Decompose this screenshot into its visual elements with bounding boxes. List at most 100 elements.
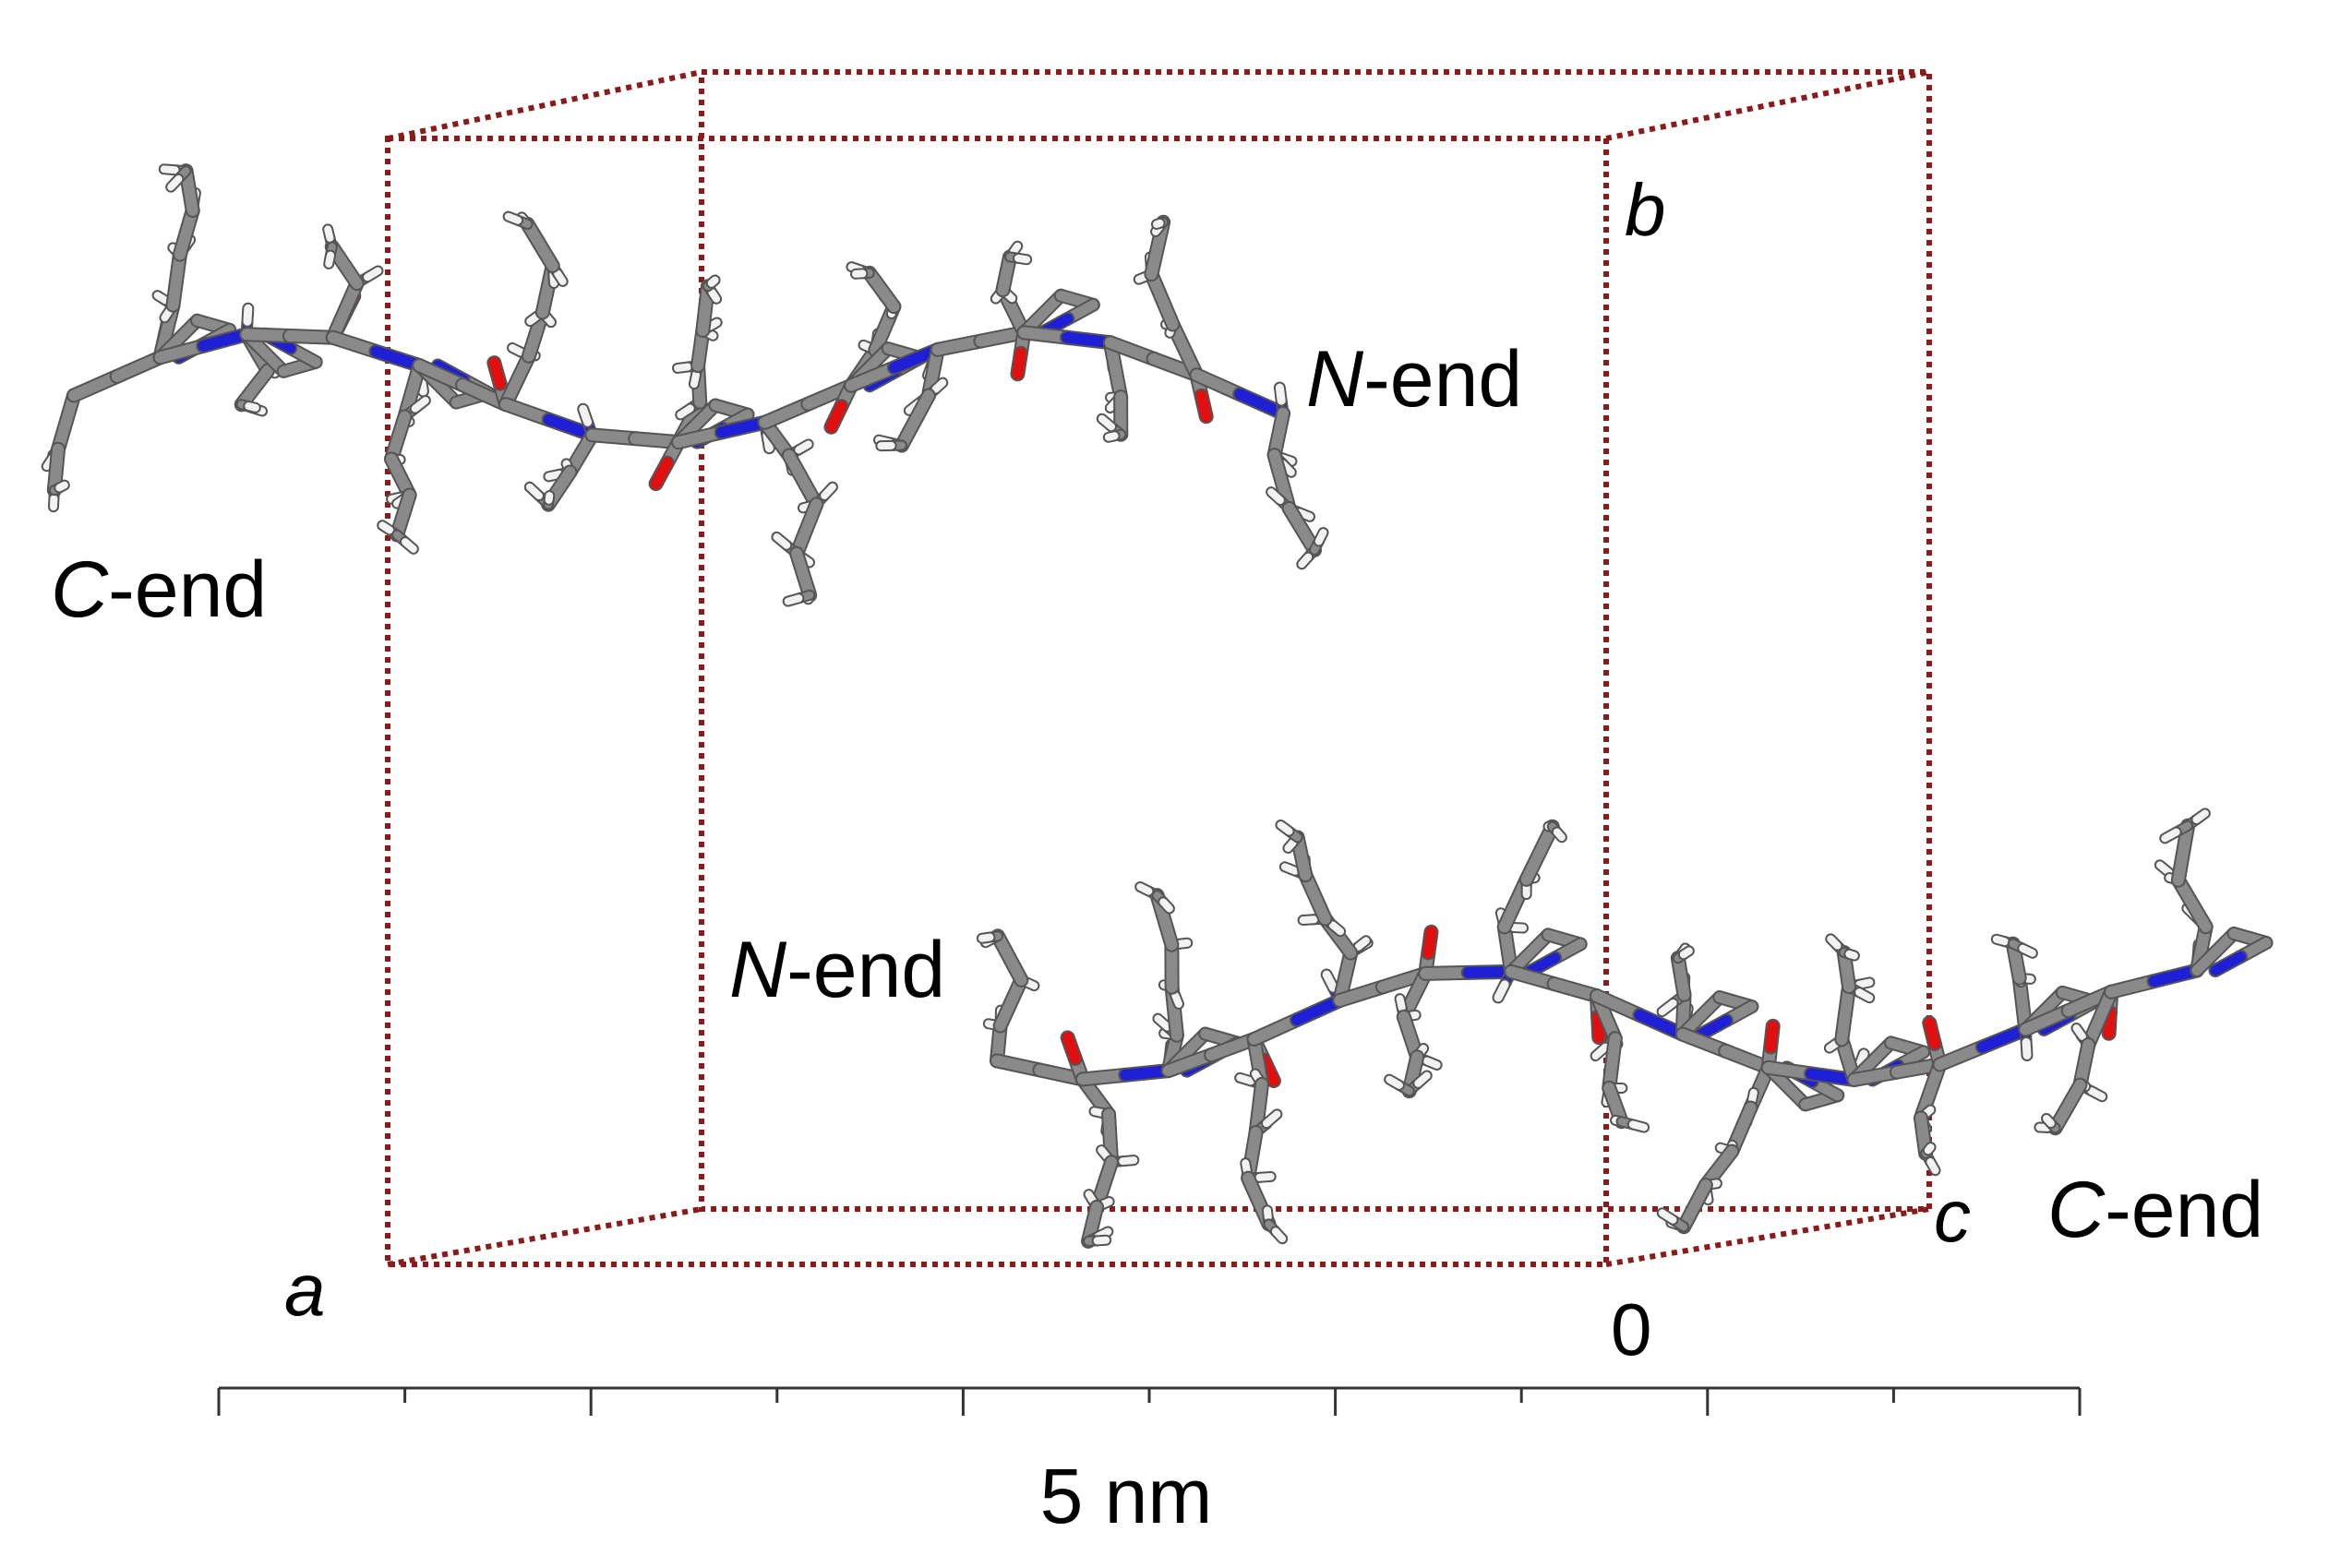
bond xyxy=(1855,988,1874,1002)
bond xyxy=(174,205,198,260)
bond xyxy=(2191,928,2239,976)
bond xyxy=(1548,978,1602,1002)
bond xyxy=(370,345,426,372)
bond xyxy=(579,404,593,426)
bond xyxy=(1171,991,1182,1008)
bond xyxy=(1024,978,1038,990)
bond xyxy=(2172,874,2212,933)
bond xyxy=(1299,916,1318,924)
bond xyxy=(1628,1120,1649,1131)
bond xyxy=(1396,995,1406,1011)
bond xyxy=(1104,337,1127,403)
bond xyxy=(1277,820,1293,835)
bond xyxy=(414,360,469,391)
bond xyxy=(1658,999,1677,1016)
cell-back-face xyxy=(699,69,1932,1212)
bond xyxy=(706,318,721,330)
bond xyxy=(1553,828,1566,842)
bond xyxy=(1159,898,1173,913)
bond xyxy=(2087,1086,2106,1101)
bond xyxy=(1091,1156,1118,1213)
bond xyxy=(1119,1156,1138,1166)
bond xyxy=(545,492,554,504)
bond xyxy=(795,440,812,454)
bond xyxy=(931,378,947,393)
bond xyxy=(1926,1157,1939,1175)
bond xyxy=(1300,869,1331,925)
bond xyxy=(1934,1041,1988,1071)
cell-front-face xyxy=(385,136,1609,1267)
bond xyxy=(690,371,701,389)
bond xyxy=(674,363,692,372)
bond xyxy=(153,292,170,305)
bond xyxy=(1104,337,1159,365)
bond xyxy=(1748,1088,1758,1105)
bond xyxy=(707,276,719,287)
bond xyxy=(543,313,555,327)
bond xyxy=(895,389,934,451)
bond xyxy=(1175,939,1192,948)
bond xyxy=(48,443,65,497)
bond xyxy=(650,457,673,490)
bond xyxy=(1134,272,1149,283)
bond xyxy=(526,313,541,326)
cell-edge-bottom-right xyxy=(1605,1206,1930,1267)
bond xyxy=(1506,929,1554,977)
bond xyxy=(1422,1057,1441,1069)
bond xyxy=(1924,1017,1940,1049)
bond xyxy=(1248,1014,1302,1046)
bond xyxy=(1924,1143,1935,1155)
bond xyxy=(997,251,1016,296)
axis-c-label: c xyxy=(1934,1175,1971,1257)
bond xyxy=(1845,950,1858,960)
peptide-strand-bottom xyxy=(976,808,2274,1249)
bond xyxy=(1167,318,1203,381)
bond xyxy=(1093,1236,1110,1245)
bond xyxy=(991,930,1027,986)
origin-label: 0 xyxy=(1611,1288,1652,1371)
bond xyxy=(2210,952,2246,976)
bond xyxy=(1085,1191,1097,1205)
bottom-n-end-label: N-end xyxy=(729,926,945,1014)
bond xyxy=(111,352,166,382)
cell-edge-top-right xyxy=(1605,69,1930,141)
top-c-end-label: C-end xyxy=(51,545,267,634)
bond xyxy=(1154,1014,1171,1031)
bond xyxy=(1263,1110,1281,1128)
bond xyxy=(2192,809,2209,824)
bond xyxy=(1242,1159,1251,1175)
bond xyxy=(198,329,253,352)
bond xyxy=(386,411,411,465)
bond xyxy=(1678,1179,1711,1233)
bond xyxy=(1090,1107,1106,1117)
bond xyxy=(2161,828,2180,843)
bond xyxy=(1992,935,2009,946)
bond xyxy=(978,933,994,942)
bond xyxy=(791,547,816,601)
bond xyxy=(2049,1079,2086,1134)
bond xyxy=(235,365,274,411)
bond xyxy=(55,481,68,492)
bond xyxy=(160,165,179,174)
bond xyxy=(1658,1209,1677,1224)
bond xyxy=(378,521,394,534)
bond xyxy=(1255,1172,1275,1181)
bond xyxy=(325,251,334,268)
bond xyxy=(1414,1071,1431,1087)
bond xyxy=(1591,1043,1610,1060)
bond xyxy=(2022,1037,2032,1059)
peptide-strand-top xyxy=(41,163,1329,607)
bond xyxy=(1162,1049,1218,1077)
bond xyxy=(68,370,123,401)
bond xyxy=(53,389,79,455)
bond xyxy=(1234,389,1289,420)
bond xyxy=(324,225,334,242)
bond xyxy=(167,174,183,191)
bond xyxy=(545,470,563,481)
scale-bar xyxy=(217,1386,2082,1416)
bond xyxy=(1267,488,1284,504)
bond xyxy=(1591,990,1646,1021)
cell-edge-top-left xyxy=(387,69,702,141)
bond xyxy=(488,357,506,389)
